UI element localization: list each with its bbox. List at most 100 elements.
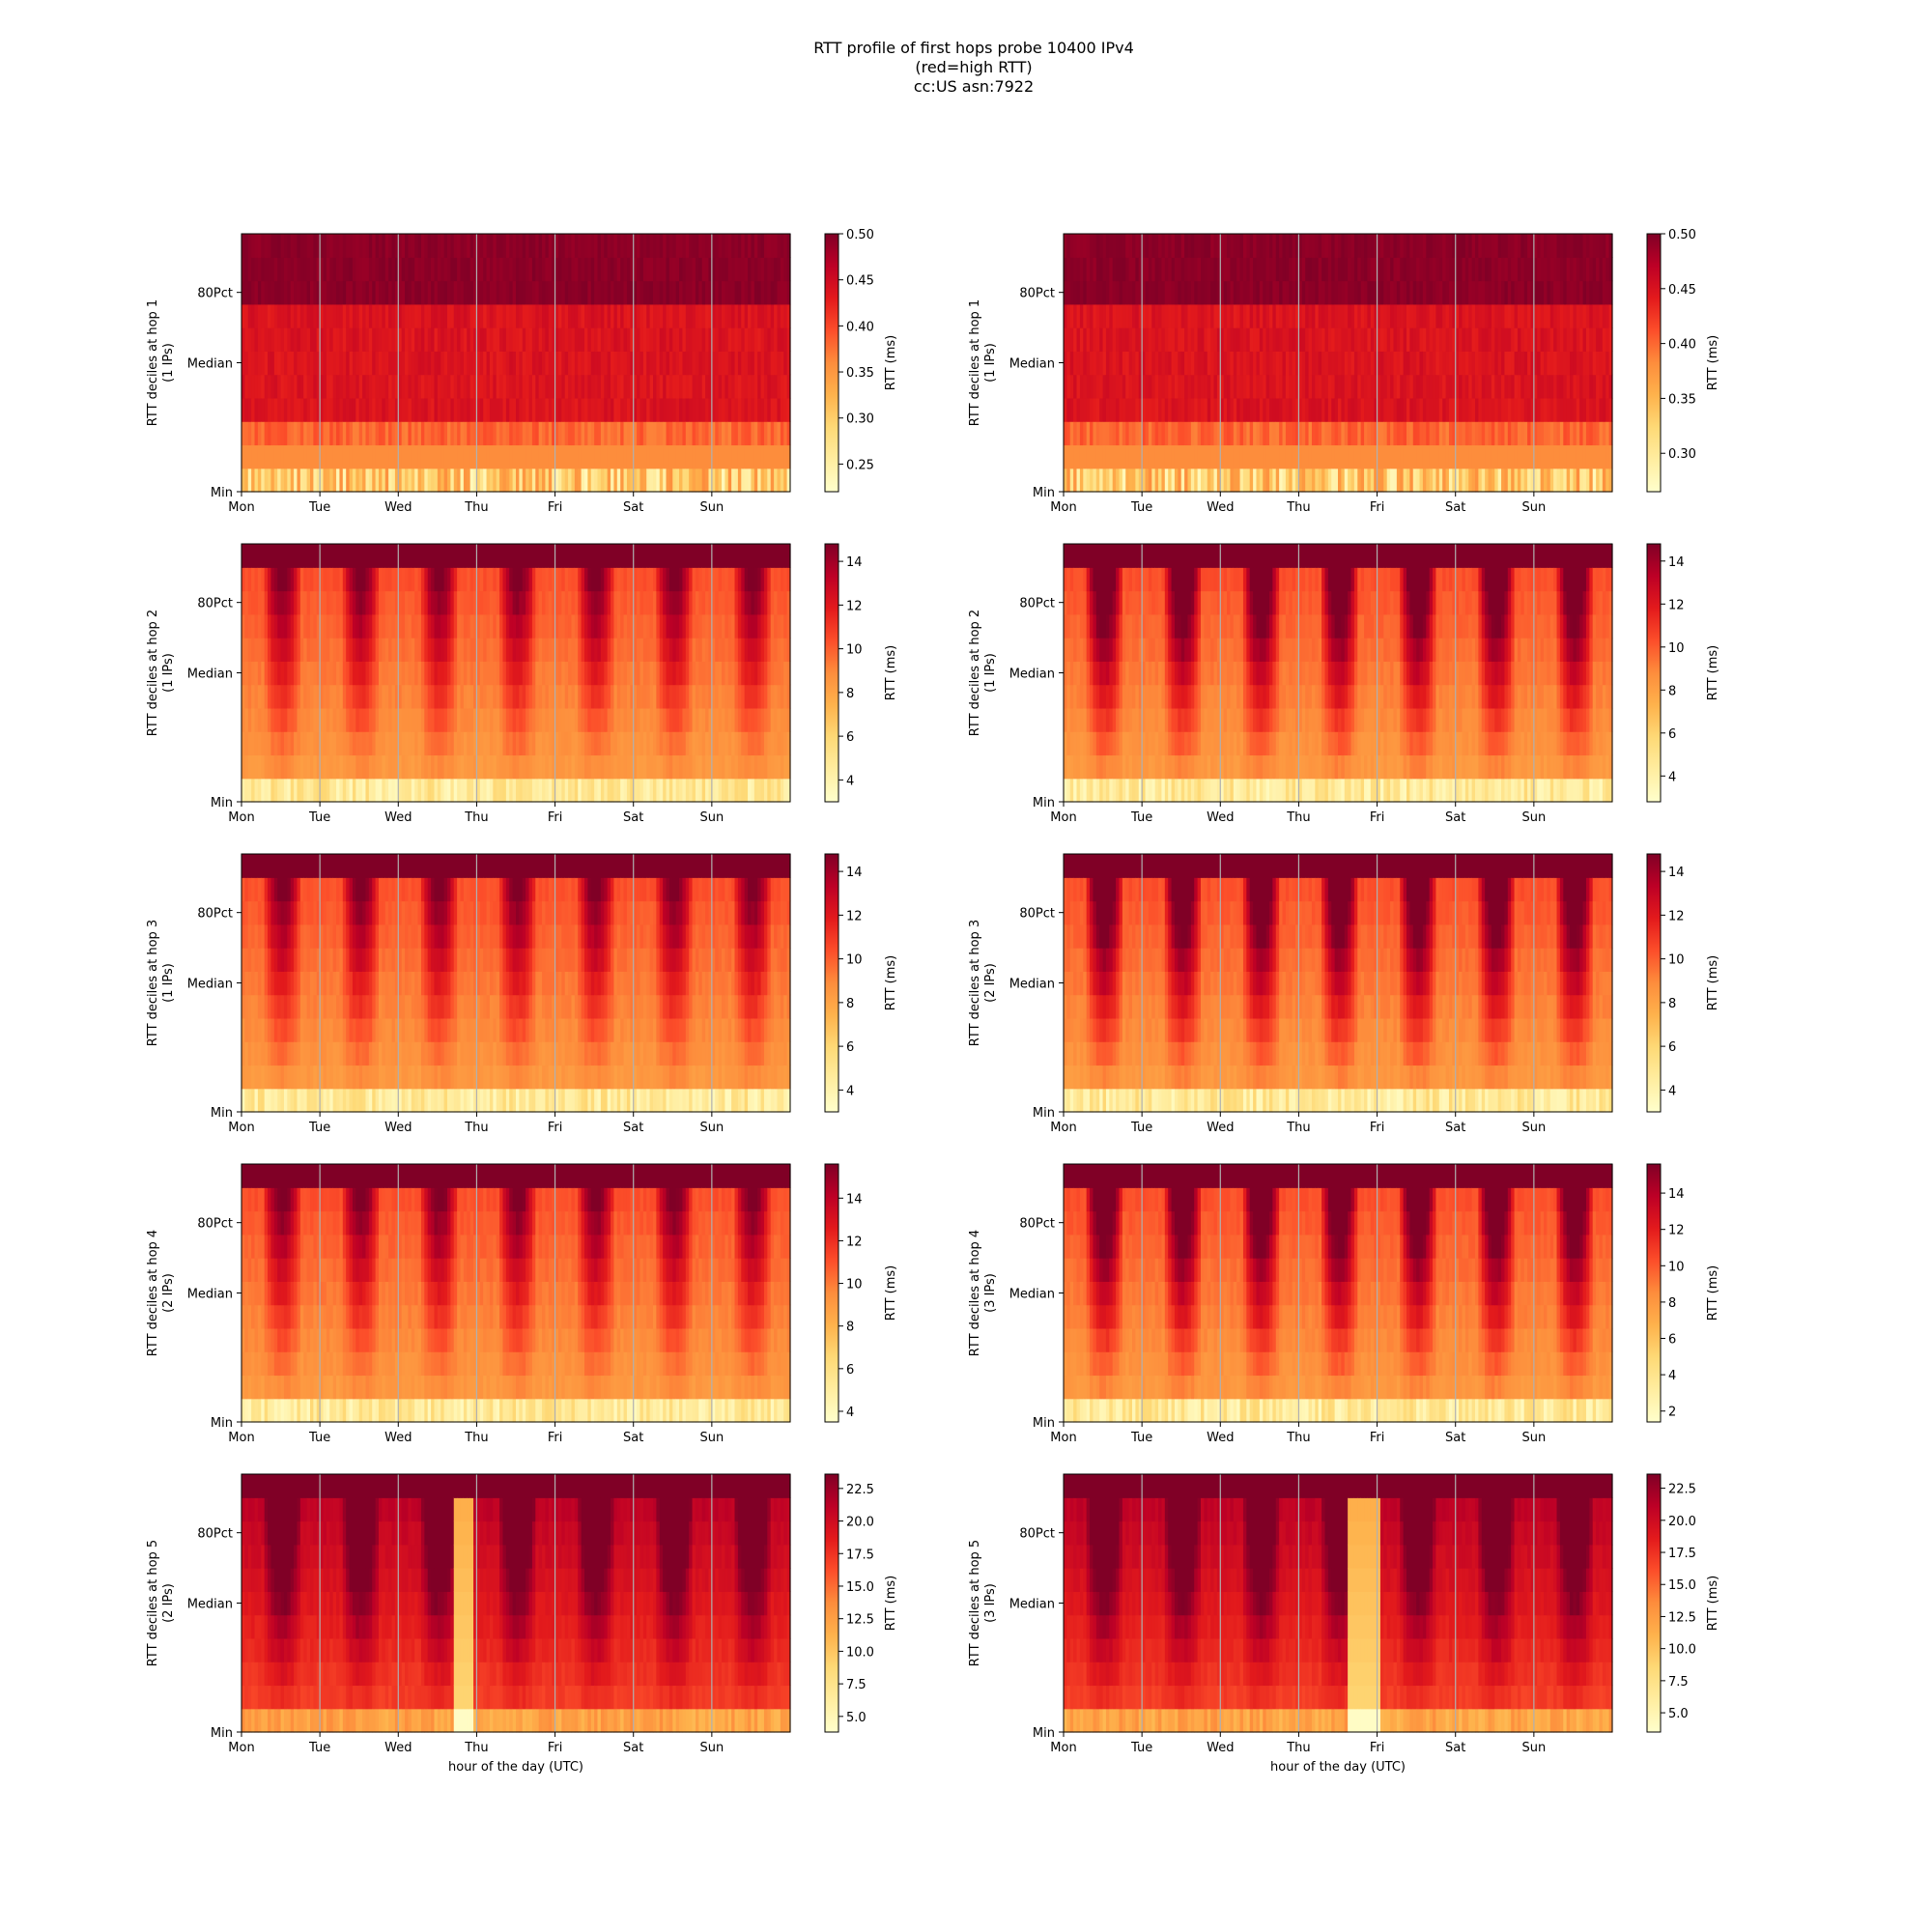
heatmap-cell xyxy=(299,590,304,615)
heatmap-cell xyxy=(1331,421,1336,446)
heatmap-cell xyxy=(574,303,579,328)
heatmap-cell xyxy=(1573,374,1577,399)
heatmap-cell xyxy=(379,444,383,469)
heatmap-cell xyxy=(642,351,647,376)
heatmap-cell xyxy=(382,351,386,376)
heatmap-cell xyxy=(1383,351,1388,376)
heatmap-cell xyxy=(600,397,605,422)
heatmap-cell xyxy=(1099,280,1104,305)
heatmap-cell xyxy=(561,444,566,469)
heatmap-cell xyxy=(443,374,448,399)
heatmap-cell xyxy=(1279,397,1284,422)
heatmap-cell xyxy=(594,707,599,732)
heatmap-cell xyxy=(1485,374,1490,399)
heatmap-cell xyxy=(1197,303,1202,328)
heatmap-cell xyxy=(257,303,262,328)
heatmap-cell xyxy=(535,444,540,469)
heatmap-cell xyxy=(1547,327,1551,352)
heatmap-cell xyxy=(1544,327,1548,352)
heatmap-cell xyxy=(682,421,687,446)
heatmap-cell xyxy=(623,421,628,446)
heatmap-cell xyxy=(630,257,635,282)
heatmap-cell xyxy=(457,280,462,305)
heatmap-cell xyxy=(1301,468,1306,493)
heatmap-cell xyxy=(375,778,380,803)
heatmap-cell xyxy=(1158,234,1163,258)
heatmap-cell xyxy=(1596,444,1601,469)
heatmap-cell xyxy=(1585,397,1590,422)
y-axis-label: RTT deciles at hop 1 xyxy=(968,299,982,426)
heatmap-cell xyxy=(1504,303,1509,328)
heatmap-cell xyxy=(512,421,517,446)
heatmap-cell xyxy=(469,234,474,258)
heatmap-cell xyxy=(653,351,657,376)
heatmap-cell xyxy=(531,638,536,662)
heatmap-cell xyxy=(1566,327,1571,352)
heatmap-cell xyxy=(405,327,410,352)
heatmap-cell xyxy=(1360,397,1365,422)
heatmap-cell xyxy=(531,613,536,639)
heatmap-cell xyxy=(731,257,736,282)
heatmap-cell xyxy=(1272,397,1277,422)
heatmap-cell xyxy=(783,397,788,422)
heatmap-cell xyxy=(460,567,465,592)
heatmap-cell xyxy=(708,351,713,376)
heatmap-cell xyxy=(408,468,412,493)
heatmap-cell xyxy=(384,397,389,422)
heatmap-cell xyxy=(411,544,415,568)
heatmap-cell xyxy=(1448,444,1453,469)
heatmap-cell xyxy=(552,257,556,282)
heatmap-cell xyxy=(1459,280,1463,305)
heatmap-cell xyxy=(1455,421,1460,446)
heatmap-cell xyxy=(1161,303,1166,328)
heatmap-cell xyxy=(1334,444,1339,469)
heatmap-cell xyxy=(587,567,592,592)
heatmap-cell xyxy=(1180,468,1185,493)
heatmap-cell xyxy=(469,731,474,756)
heatmap-cell xyxy=(401,444,406,469)
heatmap-cell xyxy=(1530,421,1535,446)
heatmap-cell xyxy=(1585,303,1590,328)
heatmap-cell xyxy=(1321,351,1326,376)
heatmap-cell xyxy=(1105,351,1110,376)
heatmap-cell xyxy=(535,567,540,592)
heatmap-cell xyxy=(1204,280,1208,305)
heatmap-cell xyxy=(355,684,360,709)
heatmap-cell xyxy=(463,421,468,446)
heatmap-cell xyxy=(727,303,732,328)
heatmap-cell xyxy=(757,374,762,399)
heatmap-cell xyxy=(672,351,677,376)
heatmap-cell xyxy=(303,661,308,686)
heatmap-cell xyxy=(382,257,386,282)
heatmap-cell xyxy=(1201,421,1205,446)
heatmap-cell xyxy=(294,351,298,376)
heatmap-cell xyxy=(483,661,488,686)
heatmap-cell xyxy=(623,374,628,399)
heatmap-cell xyxy=(1180,444,1185,469)
heatmap-cell xyxy=(1579,327,1584,352)
heatmap-cell xyxy=(1357,374,1362,399)
heatmap-cell xyxy=(1253,468,1258,493)
heatmap-cell xyxy=(1132,468,1136,493)
heatmap-cell xyxy=(437,444,441,469)
heatmap-cell xyxy=(1275,327,1280,352)
heatmap-cell xyxy=(1161,280,1166,305)
heatmap-cell xyxy=(1249,468,1254,493)
heatmap-cell xyxy=(1523,280,1528,305)
heatmap-cell xyxy=(434,351,439,376)
heatmap-cell xyxy=(597,374,602,399)
heatmap-cell xyxy=(1573,444,1577,469)
heatmap-cell xyxy=(1386,421,1391,446)
heatmap-cell xyxy=(1433,257,1437,282)
x-tick-label: Fri xyxy=(1370,500,1385,515)
heatmap-cell xyxy=(1210,397,1215,422)
heatmap-cell xyxy=(1151,468,1156,493)
heatmap-cell xyxy=(469,374,474,399)
heatmap-cell xyxy=(431,468,436,493)
heatmap-cell xyxy=(1109,421,1114,446)
heatmap-cell xyxy=(368,234,373,258)
heatmap-cell xyxy=(287,661,292,686)
heatmap-cell xyxy=(244,754,249,780)
heatmap-cell xyxy=(420,444,425,469)
heatmap-cell xyxy=(264,754,269,780)
